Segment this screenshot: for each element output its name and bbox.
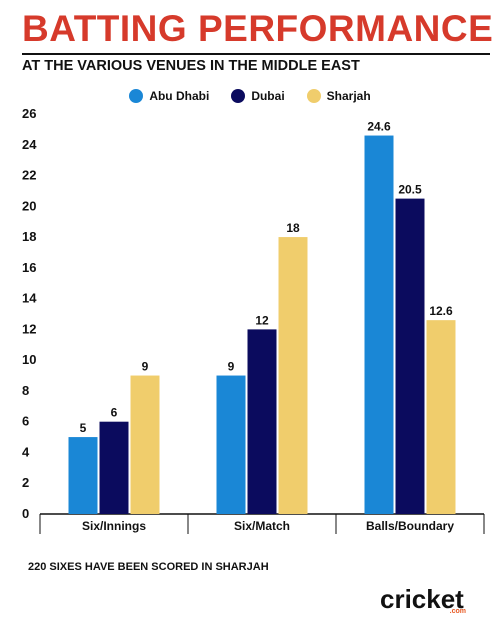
y-tick-label: 18	[22, 229, 36, 244]
legend: Abu Dhabi Dubai Sharjah	[0, 89, 500, 103]
bar	[395, 198, 425, 514]
bar	[216, 375, 246, 514]
bar	[364, 135, 394, 515]
y-tick-label: 22	[22, 168, 36, 183]
y-tick-label: 24	[22, 137, 37, 152]
legend-label-dubai: Dubai	[251, 89, 285, 103]
y-tick-label: 20	[22, 198, 36, 213]
y-tick-label: 10	[22, 352, 36, 367]
legend-item-sharjah: Sharjah	[306, 89, 371, 103]
legend-swatch-dubai	[231, 89, 246, 103]
bar-value-label: 20.5	[398, 183, 422, 197]
y-tick-label: 16	[22, 260, 36, 275]
y-tick-label: 26	[22, 106, 36, 121]
cricket-com-logo: cricket .com	[380, 586, 472, 618]
bar-value-label: 12.6	[429, 304, 453, 318]
legend-swatch-sharjah	[306, 89, 321, 103]
bar	[278, 237, 308, 515]
bar-value-label: 9	[142, 360, 149, 374]
x-category-label: Six/Match	[234, 519, 290, 533]
y-tick-label: 2	[22, 475, 29, 490]
x-category-label: Balls/Boundary	[366, 519, 454, 533]
bar	[99, 421, 129, 514]
bar	[426, 320, 456, 514]
chart-title: BATTING PERFORMANCE	[22, 8, 494, 49]
legend-label-sharjah: Sharjah	[326, 89, 371, 103]
x-category-label: Six/Innings	[82, 519, 146, 533]
legend-item-dubai: Dubai	[231, 89, 285, 103]
bar-value-label: 18	[286, 221, 300, 235]
y-tick-label: 8	[22, 383, 29, 398]
bar-value-label: 9	[228, 360, 235, 374]
footnote: 220 SIXES HAVE BEEN SCORED IN SHARJAH	[28, 561, 269, 573]
bar	[247, 329, 277, 514]
title-underline	[22, 53, 490, 55]
legend-swatch-abu-dhabi	[129, 89, 144, 103]
y-tick-label: 6	[22, 414, 29, 429]
bar-value-label: 6	[111, 406, 118, 420]
logo-text: cricket	[380, 584, 464, 614]
bar-value-label: 12	[255, 313, 269, 327]
bar	[68, 437, 98, 514]
legend-label-abu-dhabi: Abu Dhabi	[149, 89, 210, 103]
bar	[130, 375, 160, 514]
y-tick-label: 12	[22, 321, 36, 336]
logo-sub: .com	[449, 608, 466, 615]
legend-item-abu-dhabi: Abu Dhabi	[129, 89, 209, 103]
chart-subtitle: AT THE VARIOUS VENUES IN THE MIDDLE EAST	[22, 58, 360, 74]
y-tick-label: 4	[22, 444, 30, 459]
bar-value-label: 24.6	[367, 120, 391, 134]
bar-value-label: 5	[80, 421, 87, 435]
y-tick-label: 0	[22, 506, 29, 521]
y-tick-label: 14	[22, 291, 37, 306]
